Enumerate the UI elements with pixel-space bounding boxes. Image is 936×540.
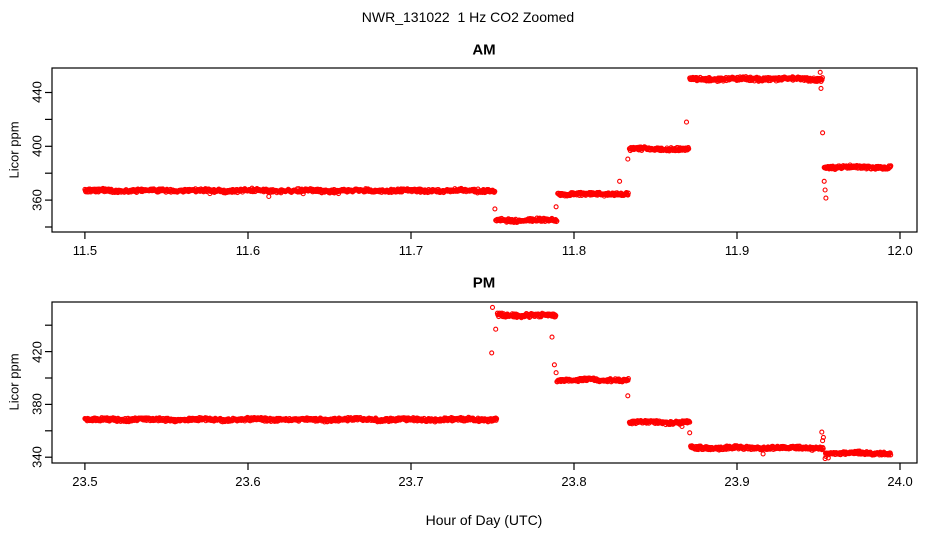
data-point bbox=[823, 195, 829, 201]
data-point bbox=[687, 419, 693, 425]
am-x-tick-label: 12.0 bbox=[887, 243, 913, 258]
data-point bbox=[493, 326, 499, 332]
data-point bbox=[822, 187, 828, 193]
data-point bbox=[825, 455, 831, 461]
am-x-tick-label: 11.8 bbox=[561, 243, 587, 258]
data-point bbox=[820, 445, 826, 452]
data-point bbox=[687, 430, 693, 436]
data-point bbox=[492, 188, 498, 194]
data-point bbox=[683, 119, 690, 125]
data-point bbox=[553, 204, 559, 210]
pm-y-tick-label: 340 bbox=[29, 446, 45, 469]
data-point bbox=[820, 434, 826, 440]
data-point bbox=[819, 77, 825, 83]
data-point bbox=[266, 193, 272, 200]
data-point bbox=[549, 334, 555, 340]
am-x-tick-label: 11.6 bbox=[235, 243, 261, 258]
data-point bbox=[820, 130, 826, 136]
data-point bbox=[625, 156, 631, 162]
data-point bbox=[818, 85, 824, 91]
pm-panel-title: PM bbox=[472, 274, 496, 292]
data-point bbox=[553, 370, 559, 376]
pm-x-tick-label: 23.9 bbox=[724, 474, 750, 489]
pm-data-points bbox=[82, 304, 894, 462]
data-point bbox=[888, 163, 894, 169]
pm-y-tick-label: 380 bbox=[29, 393, 45, 416]
data-point bbox=[819, 429, 825, 435]
data-point bbox=[817, 69, 823, 75]
data-point bbox=[625, 393, 631, 399]
pm-x-tick-label: 23.6 bbox=[235, 474, 261, 489]
data-point bbox=[819, 75, 825, 81]
x-axis-label: Hour of Day (UTC) bbox=[425, 512, 543, 528]
data-point bbox=[553, 312, 559, 319]
data-point bbox=[625, 190, 631, 196]
data-point bbox=[760, 451, 766, 457]
data-point bbox=[551, 362, 557, 368]
am-y-tick-label: 360 bbox=[29, 189, 45, 211]
am-panel-title: AM bbox=[472, 41, 496, 59]
data-point bbox=[888, 452, 894, 458]
pm-plot-box bbox=[51, 301, 918, 464]
data-point bbox=[617, 178, 623, 184]
data-point bbox=[489, 304, 496, 310]
data-point bbox=[625, 376, 631, 382]
am-x-tick-label: 11.7 bbox=[398, 243, 424, 258]
pm-x-tick-label: 23.8 bbox=[561, 474, 587, 489]
am-data-points bbox=[82, 69, 894, 226]
pm-axis-ticks bbox=[45, 324, 901, 470]
am-axis-ticks bbox=[45, 91, 901, 239]
am-x-tick-label: 11.9 bbox=[724, 243, 750, 258]
data-point bbox=[494, 416, 500, 422]
am-x-tick-label: 11.5 bbox=[72, 243, 98, 258]
pm-y-tick-label: 420 bbox=[29, 340, 45, 363]
data-point bbox=[821, 178, 827, 184]
pm-x-tick-label: 23.7 bbox=[398, 474, 424, 489]
am-plot-box bbox=[51, 67, 918, 233]
data-point bbox=[686, 146, 692, 152]
data-point bbox=[492, 206, 498, 212]
am-y-tick-label: 440 bbox=[29, 81, 45, 104]
data-point bbox=[489, 350, 495, 356]
pm-x-tick-label: 23.5 bbox=[72, 474, 98, 489]
chart-title: NWR_131022 1 Hz CO2 Zoomed bbox=[361, 9, 575, 25]
pm-x-tick-label: 24.0 bbox=[887, 474, 913, 489]
data-point bbox=[625, 192, 631, 198]
data-point bbox=[554, 218, 560, 224]
am-y-tick-label: 400 bbox=[29, 135, 45, 158]
